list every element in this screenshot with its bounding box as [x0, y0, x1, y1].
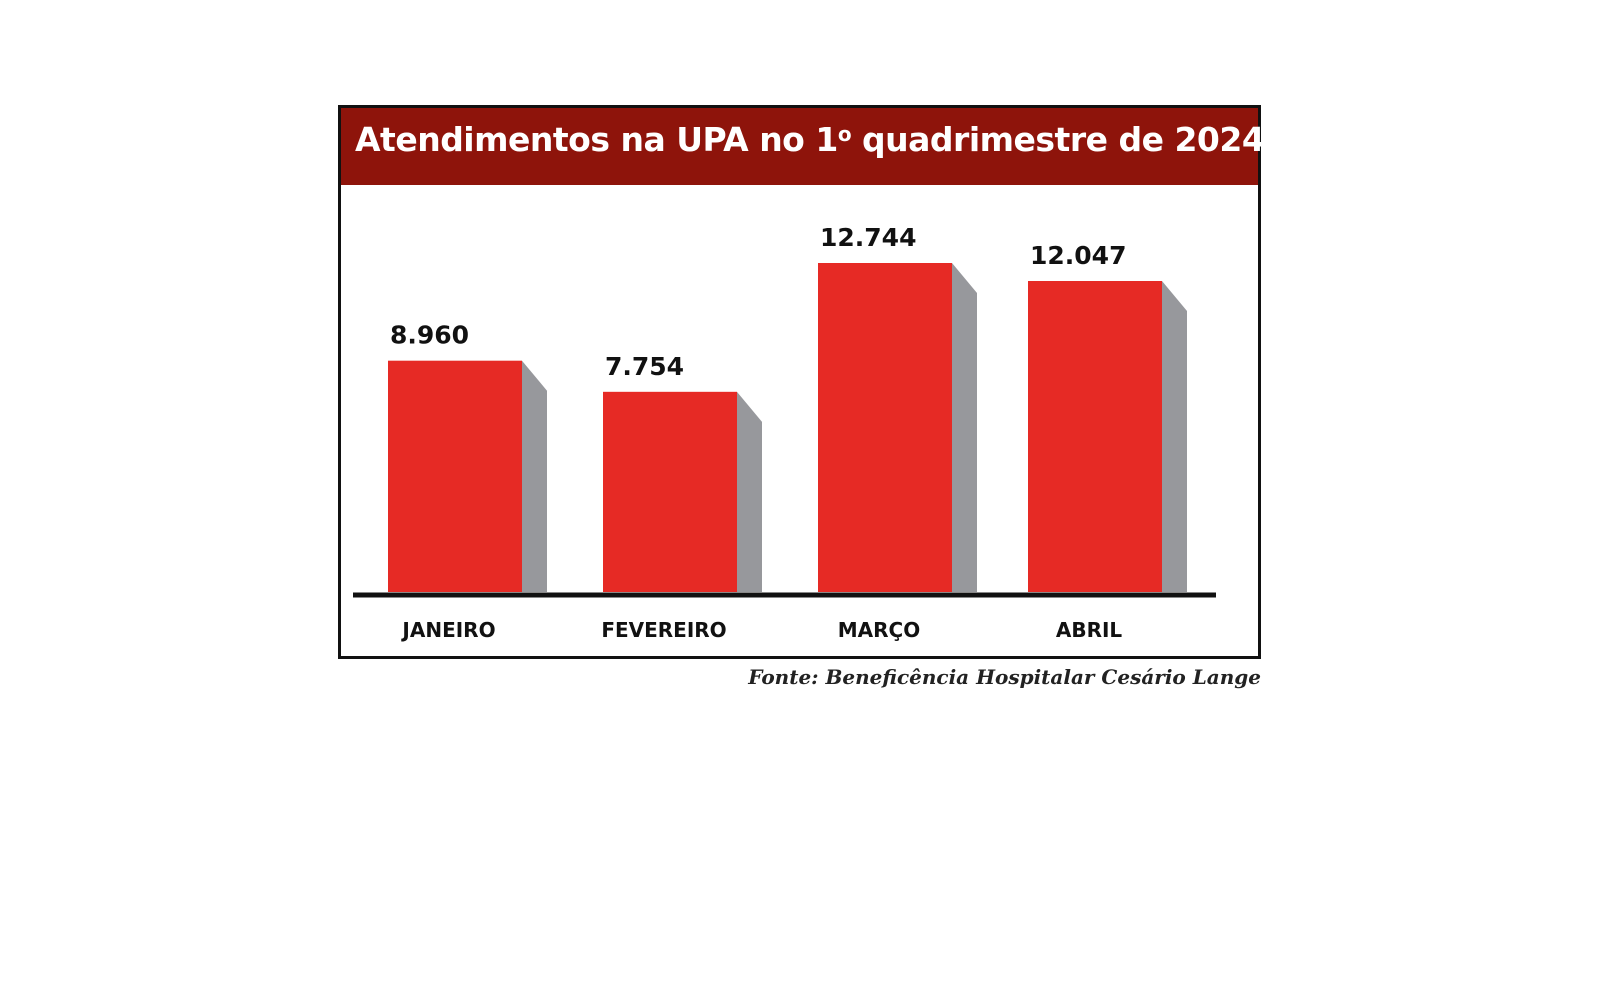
bar-side-shadow: [952, 263, 977, 592]
title-main: Atendimentos na UPA no 1: [355, 120, 838, 159]
category-label: ABRIL: [1056, 618, 1123, 642]
bar-side-shadow: [522, 360, 547, 592]
bar-side-shadow: [1162, 280, 1187, 592]
title-rest: quadrimestre de 2024: [851, 120, 1265, 159]
title-bar: Atendimentos na UPA no 1o quadrimestre d…: [341, 108, 1265, 185]
bar: [603, 391, 737, 592]
value-label: 8.960: [390, 321, 469, 350]
value-label: 7.754: [605, 352, 684, 381]
category-label: FEVEREIRO: [601, 618, 726, 642]
source-note: Fonte: Beneficência Hospitalar Cesário L…: [748, 665, 1261, 689]
bar: [818, 263, 952, 592]
value-label: 12.744: [820, 223, 916, 252]
title-ordinal: o: [837, 122, 852, 146]
bar: [1028, 280, 1162, 592]
chart-title: Atendimentos na UPA no 1o quadrimestre d…: [355, 120, 1265, 159]
chart-frame: Atendimentos na UPA no 1o quadrimestre d…: [338, 105, 1265, 659]
category-label: MARÇO: [838, 618, 920, 642]
category-label: JANEIRO: [400, 618, 495, 642]
bar-side-shadow: [737, 391, 762, 592]
bar: [388, 360, 522, 592]
bar-plot: 8.960 JANEIRO 7.754 FEVEREIRO 12.744 MARÇO 12.…: [353, 223, 1216, 642]
value-label: 12.047: [1030, 241, 1126, 270]
